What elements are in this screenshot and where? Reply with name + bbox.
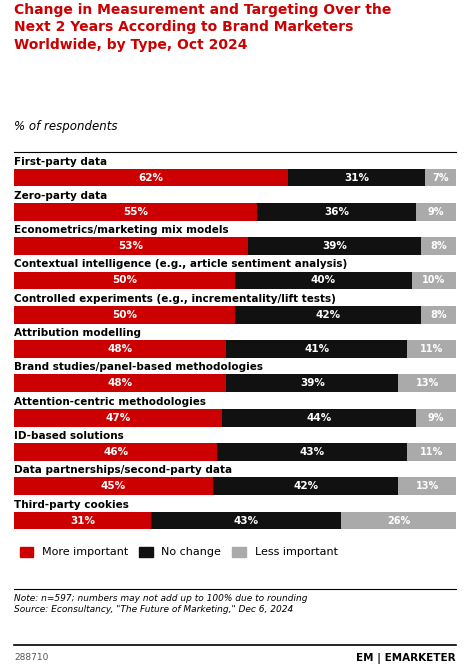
Bar: [341, 512, 456, 530]
Bar: [425, 168, 456, 186]
Bar: [14, 203, 257, 220]
Text: 9%: 9%: [428, 413, 444, 423]
Text: 11%: 11%: [420, 344, 443, 354]
Bar: [235, 271, 412, 289]
Text: 10%: 10%: [422, 275, 446, 285]
Text: 43%: 43%: [234, 516, 258, 526]
Text: Attribution modelling: Attribution modelling: [14, 328, 141, 338]
Text: Attention-centric methodologies: Attention-centric methodologies: [14, 397, 206, 407]
Text: Data partnerships/second-party data: Data partnerships/second-party data: [14, 465, 232, 475]
Bar: [14, 168, 288, 186]
Text: 39%: 39%: [322, 241, 347, 251]
Text: 43%: 43%: [300, 447, 325, 457]
Text: 13%: 13%: [415, 378, 439, 388]
Text: 45%: 45%: [101, 481, 126, 491]
Bar: [399, 374, 456, 392]
Text: 26%: 26%: [387, 516, 410, 526]
Text: Controlled experiments (e.g., incrementality/lift tests): Controlled experiments (e.g., incrementa…: [14, 294, 336, 304]
Text: 41%: 41%: [304, 344, 329, 354]
Text: 42%: 42%: [315, 310, 340, 320]
Bar: [14, 374, 226, 392]
Text: 8%: 8%: [430, 241, 446, 251]
Bar: [14, 478, 213, 495]
Text: 11%: 11%: [420, 447, 443, 457]
Bar: [416, 409, 456, 427]
Bar: [14, 443, 217, 461]
Bar: [226, 374, 399, 392]
Text: ID-based solutions: ID-based solutions: [14, 431, 124, 441]
Text: 31%: 31%: [70, 516, 95, 526]
Bar: [222, 409, 416, 427]
Text: % of respondents: % of respondents: [14, 120, 118, 133]
Text: Contextual intelligence (e.g., article sentiment analysis): Contextual intelligence (e.g., article s…: [14, 259, 347, 269]
Text: First-party data: First-party data: [14, 156, 107, 166]
Text: 9%: 9%: [428, 207, 444, 217]
Text: 53%: 53%: [119, 241, 144, 251]
Text: 44%: 44%: [306, 413, 331, 423]
Text: 31%: 31%: [344, 172, 369, 182]
Bar: [14, 512, 151, 530]
Text: 39%: 39%: [300, 378, 325, 388]
Text: 40%: 40%: [311, 275, 336, 285]
Text: 50%: 50%: [112, 310, 137, 320]
Text: 48%: 48%: [108, 344, 133, 354]
Bar: [217, 443, 407, 461]
Text: 288710: 288710: [14, 653, 48, 662]
Text: 47%: 47%: [105, 413, 131, 423]
Bar: [288, 168, 425, 186]
Text: Brand studies/panel-based methodologies: Brand studies/panel-based methodologies: [14, 362, 263, 372]
Bar: [248, 237, 421, 255]
Bar: [421, 306, 456, 324]
Bar: [399, 478, 456, 495]
Bar: [412, 271, 456, 289]
Text: 50%: 50%: [112, 275, 137, 285]
Text: 8%: 8%: [430, 310, 446, 320]
Bar: [416, 203, 456, 220]
Bar: [14, 306, 235, 324]
Text: Zero-party data: Zero-party data: [14, 191, 107, 201]
Bar: [407, 443, 456, 461]
Text: 36%: 36%: [324, 207, 349, 217]
Text: Econometrics/marketing mix models: Econometrics/marketing mix models: [14, 225, 229, 235]
Text: Third-party cookies: Third-party cookies: [14, 500, 129, 510]
Text: 13%: 13%: [415, 481, 439, 491]
Text: Change in Measurement and Targeting Over the
Next 2 Years According to Brand Mar: Change in Measurement and Targeting Over…: [14, 3, 392, 51]
Bar: [235, 306, 421, 324]
Legend: More important, No change, Less important: More important, No change, Less importan…: [20, 546, 337, 557]
Bar: [407, 340, 456, 358]
Text: 42%: 42%: [293, 481, 318, 491]
Text: Note: n=597; numbers may not add up to 100% due to rounding
Source: Econsultancy: Note: n=597; numbers may not add up to 1…: [14, 595, 307, 614]
Bar: [257, 203, 416, 220]
Text: 48%: 48%: [108, 378, 133, 388]
Bar: [14, 409, 222, 427]
Text: 62%: 62%: [139, 172, 164, 182]
Bar: [14, 340, 226, 358]
Bar: [226, 340, 407, 358]
Text: EM | EMARKETER: EM | EMARKETER: [356, 653, 456, 664]
Bar: [14, 237, 248, 255]
Text: 55%: 55%: [123, 207, 148, 217]
Text: 7%: 7%: [432, 172, 449, 182]
Bar: [213, 478, 399, 495]
Bar: [14, 271, 235, 289]
Bar: [151, 512, 341, 530]
Bar: [421, 237, 456, 255]
Text: 46%: 46%: [103, 447, 128, 457]
